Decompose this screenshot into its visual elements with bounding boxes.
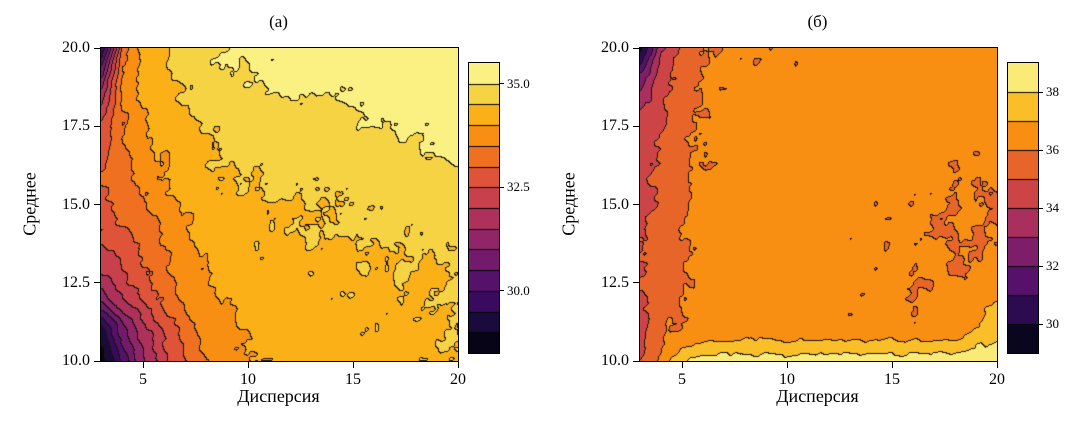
y-tick-mark [94, 47, 100, 49]
x-tick-mark [891, 362, 893, 368]
colorbar-tick-mark [500, 290, 504, 292]
y-tick-label: 15.0 [62, 195, 90, 213]
x-tick-label: 10 [779, 371, 795, 388]
y-tick-label: 10.0 [601, 352, 629, 369]
panel-b-contour-canvas [640, 48, 997, 361]
y-tick-label: 10.0 [62, 352, 90, 369]
colorbar-tick-label: 34 [1046, 200, 1059, 215]
x-tick-label: 15 [884, 371, 900, 388]
panel-b-colorbar [1007, 62, 1039, 354]
panel-a-title: (а) [269, 12, 288, 31]
y-tick-mark [633, 204, 639, 205]
panel-a-xlabel: Дисперсия [237, 386, 320, 406]
panel-b-colorbar-canvas [1008, 63, 1038, 353]
x-tick-mark [457, 362, 459, 368]
y-tick-label: 20.0 [601, 39, 629, 56]
colorbar-tick-label: 36 [1046, 142, 1059, 157]
y-tick-label: 12.5 [62, 273, 90, 291]
colorbar-tick-label: 38 [1046, 84, 1059, 99]
x-tick-label: 10 [240, 371, 256, 388]
panel-b-plot-area [639, 47, 998, 362]
x-tick-mark [247, 362, 249, 368]
y-tick-label: 15.0 [601, 195, 629, 213]
panel-a-contour-canvas [101, 48, 458, 361]
y-tick-label: 20.0 [62, 39, 90, 56]
x-tick-mark [786, 362, 788, 368]
x-tick-label: 20 [450, 371, 466, 388]
y-tick-mark [94, 360, 100, 362]
panel-b: (б) Среднее Дисперсия 5 10 15 20 10.0 12.5 15.… [539, 0, 1078, 428]
x-tick-label: 5 [139, 371, 147, 388]
x-tick-mark [681, 362, 683, 368]
panel-a-colorbar-canvas [469, 63, 499, 353]
colorbar-tick-label: 32.5 [507, 179, 530, 195]
colorbar-tick-mark [1039, 323, 1043, 325]
y-tick-label: 17.5 [601, 117, 629, 135]
x-tick-label: 5 [678, 371, 686, 388]
y-tick-label: 17.5 [62, 117, 90, 135]
panel-a: (а) Среднее Дисперсия 5 10 15 20 10.0 12.5 15.… [20, 12, 530, 406]
y-tick-mark [94, 204, 100, 205]
colorbar-tick-label: 30.0 [507, 282, 530, 298]
y-tick-mark [633, 360, 639, 362]
colorbar-tick-mark [500, 83, 504, 85]
x-tick-mark [996, 362, 998, 368]
panel-a-plot-area [100, 47, 459, 362]
y-tick-mark [633, 282, 639, 284]
panel-b-xlabel: Дисперсия [776, 386, 859, 406]
colorbar-tick-mark [1039, 207, 1043, 209]
colorbar-tick-label: 30 [1046, 316, 1059, 331]
colorbar-tick-mark [500, 186, 504, 188]
x-tick-label: 20 [989, 371, 1005, 388]
colorbar-tick-mark [1039, 149, 1043, 151]
colorbar-tick-label: 35.0 [507, 75, 530, 91]
y-tick-mark [94, 282, 100, 284]
colorbar-tick-mark [1039, 265, 1043, 267]
panel-a-colorbar [468, 62, 500, 354]
y-tick-mark [94, 125, 100, 127]
y-tick-label: 12.5 [601, 273, 629, 291]
panel-b-title: (б) [807, 12, 828, 31]
y-tick-mark [633, 47, 639, 49]
x-tick-label: 15 [345, 371, 361, 388]
x-tick-mark [352, 362, 354, 368]
x-tick-mark [142, 362, 144, 368]
colorbar-tick-label: 32 [1046, 258, 1059, 273]
colorbar-tick-mark [1039, 91, 1043, 93]
y-tick-mark [633, 125, 639, 127]
